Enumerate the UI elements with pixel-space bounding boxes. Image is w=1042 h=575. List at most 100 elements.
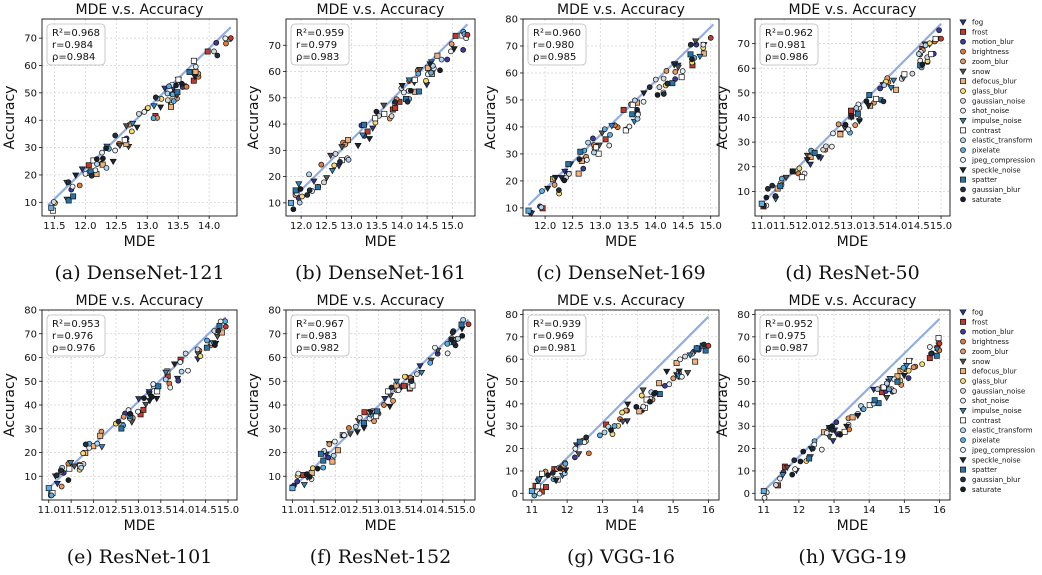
x-axis-label: MDE (365, 234, 397, 250)
data-point (584, 156, 590, 163)
legend-marker (960, 78, 966, 85)
data-point (98, 444, 106, 451)
legend-label: frost (972, 28, 988, 36)
y-axis-label: Accuracy (2, 373, 18, 437)
data-point (148, 393, 155, 400)
data-point (306, 171, 312, 178)
data-point (551, 174, 560, 182)
x-tick-label: 13.0 (340, 221, 362, 232)
legend-label: fog (972, 309, 983, 317)
data-point (875, 400, 882, 407)
y-tick-label: 60 (268, 67, 281, 78)
data-point (566, 171, 572, 177)
data-point (354, 143, 362, 150)
data-point (204, 337, 210, 344)
data-point (142, 401, 150, 409)
data-point (179, 80, 185, 87)
data-point (633, 403, 640, 410)
x-tick-label: 13.5 (617, 221, 639, 232)
y-tick-label: 70 (505, 332, 518, 343)
data-point (294, 478, 301, 485)
x-tick-label: 11 (525, 505, 538, 516)
data-point (687, 51, 694, 58)
data-point (572, 454, 578, 461)
data-point (70, 193, 77, 200)
data-point (572, 445, 579, 452)
x-tick-label: 12.5 (105, 505, 127, 516)
data-point (591, 149, 597, 156)
panel-caption: (f) ResNet-152 (310, 546, 451, 568)
data-point (687, 41, 694, 48)
data-point (213, 333, 222, 341)
data-point (411, 76, 418, 83)
data-point (170, 98, 177, 105)
legend-label: elastic_transform (972, 137, 1033, 145)
plot-frame (41, 309, 238, 501)
data-point (545, 472, 551, 478)
x-tick-label: 15 (898, 505, 911, 516)
data-point (849, 414, 856, 421)
x-axis-label: MDE (837, 234, 869, 250)
data-point (798, 174, 805, 181)
x-tick-label: 15.0 (700, 221, 722, 232)
data-point (314, 184, 321, 191)
data-point (401, 373, 408, 380)
x-tick-label: 14.0 (410, 505, 432, 516)
data-point (369, 125, 377, 132)
data-point (295, 181, 303, 188)
y-axis-label: Accuracy (715, 86, 731, 150)
data-point (161, 85, 169, 92)
legend-marker (959, 309, 967, 316)
data-point (620, 106, 627, 113)
data-point (448, 336, 455, 343)
y-tick-label: 10 (268, 198, 281, 209)
data-point (894, 378, 901, 385)
y-axis-label: Accuracy (483, 86, 499, 150)
stats-line: r=0.980 (533, 40, 574, 51)
x-tick-label: 12.5 (818, 221, 840, 232)
legend-marker (960, 176, 966, 183)
data-point (304, 471, 310, 477)
y-tick-label: 70 (737, 332, 750, 343)
data-point (669, 80, 676, 87)
stats-line: R²=0.962 (765, 28, 813, 39)
y-tick-label: 30 (505, 149, 518, 160)
stats-line: r=0.969 (533, 331, 574, 342)
data-point (323, 175, 331, 182)
legend-label: brightness (972, 338, 1009, 346)
data-point (928, 51, 934, 58)
x-tick-label: 12.0 (534, 221, 556, 232)
data-point (654, 92, 661, 98)
data-point (331, 438, 338, 445)
x-tick-label: 11 (757, 505, 770, 516)
legend-label: defocus_blur (972, 368, 1017, 376)
legend-marker (960, 417, 966, 424)
data-point (919, 361, 926, 368)
y-tick-label: 60 (737, 355, 750, 366)
y-tick-label: 20 (24, 448, 37, 459)
data-point (769, 182, 776, 189)
legend-marker (960, 28, 966, 35)
data-point (438, 56, 445, 63)
x-tick-label: 14.5 (672, 221, 694, 232)
data-point (197, 353, 204, 360)
data-point (580, 165, 587, 172)
data-point (841, 428, 848, 435)
x-tick-label: 12 (561, 505, 574, 516)
data-point (99, 161, 106, 168)
data-point (760, 488, 767, 495)
data-point (800, 448, 807, 455)
data-point (884, 380, 890, 387)
y-tick-label: 80 (737, 310, 750, 321)
data-point (356, 414, 363, 421)
y-tick-label: 0 (512, 489, 518, 500)
legend-marker (960, 38, 966, 45)
data-point (386, 403, 394, 411)
legend-label: gaussian_noise (972, 387, 1025, 395)
data-point (679, 68, 686, 74)
legend-marker (960, 318, 966, 325)
data-point (297, 186, 304, 192)
y-tick-label: 80 (505, 310, 518, 321)
chart-title: MDE v.s. Accuracy (789, 293, 917, 309)
data-point (909, 70, 916, 77)
